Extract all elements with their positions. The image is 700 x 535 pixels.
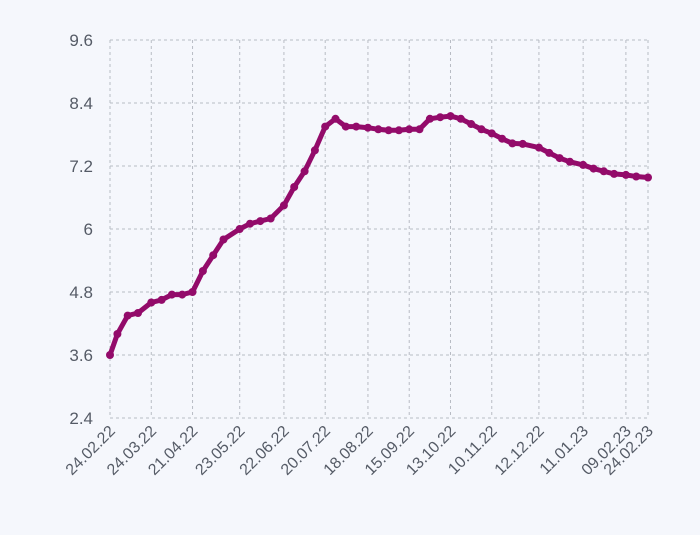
data-point (498, 134, 507, 143)
data-point (477, 125, 486, 134)
data-point (405, 125, 414, 134)
series-line (107, 113, 651, 358)
data-point (446, 112, 455, 121)
grid (109, 39, 649, 419)
data-point (621, 170, 630, 179)
y-tick-label: 9.6 (69, 31, 93, 50)
data-point (341, 122, 350, 131)
data-point (209, 251, 218, 260)
data-point (363, 123, 372, 132)
data-point (384, 126, 393, 135)
data-point (632, 172, 641, 181)
data-point (610, 169, 619, 178)
data-series (106, 112, 652, 359)
data-point (106, 351, 114, 359)
data-point (246, 219, 254, 228)
data-point (198, 267, 207, 275)
y-axis-ticks: 9.6 8.4 7.2 6 4.8 3.6 2.4 (69, 31, 93, 428)
data-point (310, 146, 319, 155)
data-point (219, 235, 228, 244)
data-point (467, 120, 476, 128)
data-point (256, 217, 265, 226)
y-tick-label: 6 (84, 220, 93, 239)
x-axis-ticks: 24.02.2224.03.2221.04.2223.05.2222.06.22… (63, 423, 657, 479)
data-point (300, 167, 309, 176)
data-point (123, 311, 132, 320)
y-tick-label: 8.4 (69, 94, 93, 113)
data-point (436, 113, 445, 122)
x-tick-label: 12.12.22 (492, 423, 548, 479)
data-point (290, 183, 299, 191)
y-tick-label: 2.4 (69, 409, 93, 428)
data-point (644, 173, 652, 182)
data-point (579, 160, 588, 169)
data-point (456, 114, 465, 123)
data-point (147, 298, 156, 307)
data-point (134, 309, 142, 317)
data-point (565, 157, 574, 166)
data-point (331, 114, 340, 123)
data-point (279, 201, 288, 210)
data-point (534, 143, 543, 152)
y-tick-label: 4.8 (69, 283, 93, 302)
data-point (599, 167, 608, 176)
data-point (167, 290, 176, 299)
data-point (235, 225, 244, 233)
data-point (508, 139, 517, 148)
data-point (545, 148, 554, 157)
data-point (555, 154, 564, 163)
data-point (157, 295, 166, 304)
y-tick-label: 7.2 (69, 157, 93, 176)
data-point (374, 125, 383, 134)
data-point (266, 214, 275, 223)
data-point (352, 122, 361, 131)
data-point (178, 290, 187, 299)
data-point (487, 129, 496, 138)
data-point (321, 122, 330, 131)
data-point (425, 114, 434, 123)
data-point (113, 330, 122, 338)
data-point (415, 125, 424, 134)
data-point (188, 288, 197, 296)
data-point (589, 164, 598, 173)
data-point (394, 126, 403, 135)
data-point (518, 139, 527, 148)
y-tick-label: 3.6 (69, 346, 93, 365)
